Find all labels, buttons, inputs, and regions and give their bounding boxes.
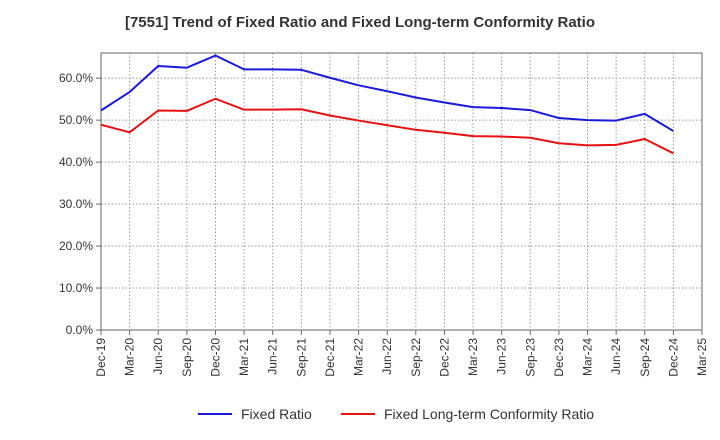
plot-area — [101, 53, 702, 330]
y-tick-label: 10.0% — [59, 281, 93, 295]
y-tick-label: 40.0% — [59, 155, 93, 169]
y-tick-label: 0.0% — [66, 323, 94, 337]
x-tick-label: Jun-21 — [266, 338, 280, 375]
legend-swatch — [198, 413, 232, 415]
series-lines — [100, 54, 674, 155]
x-tick-label: Dec-19 — [94, 338, 108, 377]
x-tick-label: Mar-25 — [695, 338, 709, 376]
y-tick-label: 60.0% — [59, 71, 93, 85]
legend: Fixed Ratio Fixed Long-term Conformity Ra… — [0, 404, 720, 424]
x-tick-label: Jun-24 — [609, 338, 623, 375]
x-tick-label: Mar-23 — [466, 338, 480, 376]
legend-label: Fixed Long-term Conformity Ratio — [384, 406, 595, 422]
x-tick-label: Sep-20 — [180, 338, 194, 377]
x-tick-label: Mar-22 — [352, 338, 366, 376]
x-tick-label: Mar-21 — [237, 338, 251, 376]
x-tick-label: Mar-20 — [123, 338, 137, 376]
x-tick-label: Dec-20 — [208, 338, 222, 377]
x-tick-label: Dec-24 — [666, 338, 680, 377]
x-tick-label: Jun-23 — [495, 338, 509, 375]
x-tick-label: Sep-23 — [523, 338, 537, 377]
x-tick-label: Jun-20 — [151, 338, 165, 375]
y-tick-label: 20.0% — [59, 239, 93, 253]
x-tick-label: Dec-21 — [323, 338, 337, 377]
y-tick-labels: 0.0% 10.0% 20.0% 30.0% 40.0% 50.0% 60.0% — [59, 71, 93, 337]
axes — [96, 52, 703, 335]
plot-border — [100, 52, 703, 331]
y-tick-label: 50.0% — [59, 113, 93, 127]
chart-title: [7551] Trend of Fixed Ratio and Fixed Lo… — [124, 14, 596, 31]
x-tick-label: Jun-22 — [380, 338, 394, 375]
x-tick-label: Dec-23 — [552, 338, 566, 377]
series-line-1 — [100, 54, 674, 132]
legend-swatch — [341, 413, 375, 415]
x-tick-label: Sep-24 — [638, 338, 652, 377]
x-tick-label: Dec-22 — [437, 338, 451, 377]
x-tick-label: Sep-21 — [294, 338, 308, 377]
x-tick-label: Sep-22 — [409, 338, 423, 377]
x-tick-labels: Dec-19 Mar-20 Jun-20 Sep-20 Dec-20 Mar-21 Jun-… — [94, 338, 709, 377]
legend-item-1: Fixed Ratio — [198, 404, 312, 424]
legend-item-2: Fixed Long-term Conformity Ratio — [341, 404, 594, 424]
legend-label: Fixed Ratio — [241, 406, 312, 422]
series-line-2 — [100, 97, 674, 155]
y-tick-label: 30.0% — [59, 197, 93, 211]
x-tick-label: Mar-24 — [581, 338, 595, 376]
